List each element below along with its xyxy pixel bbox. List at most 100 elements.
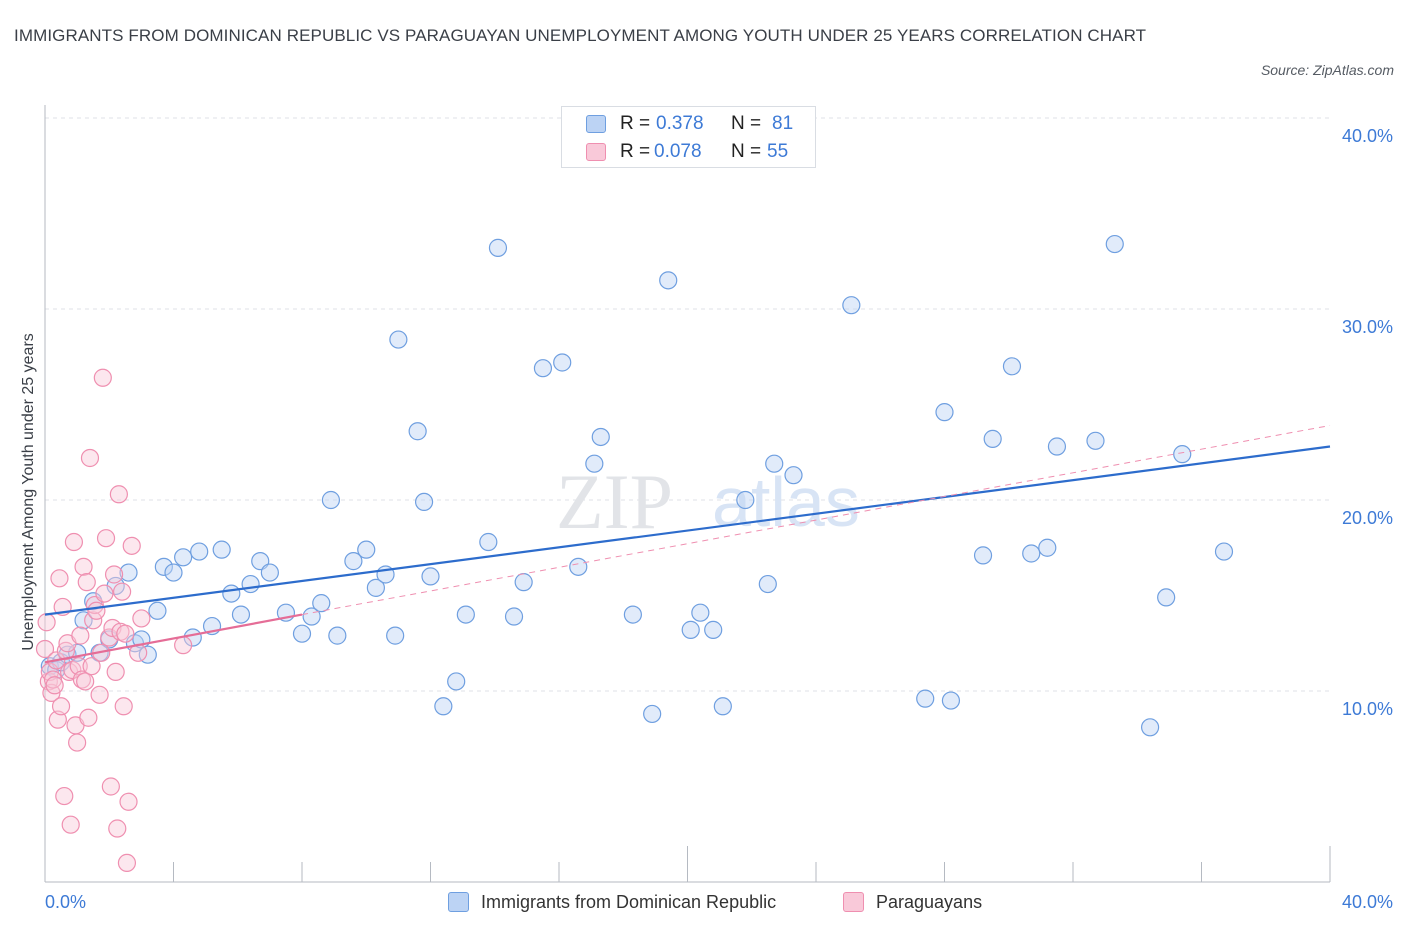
legend-swatch-pink: [586, 143, 606, 161]
watermark-zip: ZIP: [556, 458, 673, 545]
point-dominican: [1086, 431, 1105, 450]
point-dominican: [456, 605, 475, 624]
legend-label: Paraguayans: [876, 892, 983, 912]
point-dominican: [916, 689, 935, 708]
point-dominican: [659, 271, 678, 290]
point-dominican: [366, 578, 385, 597]
point-dominican: [514, 573, 533, 592]
point-dominican: [357, 540, 376, 559]
point-paraguayan: [114, 697, 133, 716]
point-paraguayan: [48, 710, 67, 729]
point-dominican: [1214, 542, 1234, 561]
point-paraguayan: [93, 368, 112, 387]
point-paraguayan: [61, 815, 80, 834]
point-dominican: [842, 296, 861, 315]
tick-labels: 10.0% 20.0% 30.0% 40.0% 0.0% 40.0%: [45, 126, 1393, 912]
point-dominican: [1140, 718, 1160, 737]
point-dominican: [504, 607, 524, 626]
point-dominican: [164, 563, 183, 582]
point-paraguayan: [90, 685, 109, 704]
point-dominican: [784, 466, 803, 485]
legend-n-label: N =: [731, 113, 762, 134]
point-dominican: [973, 546, 993, 565]
point-paraguayan: [116, 624, 135, 643]
point-paraguayan: [55, 786, 74, 806]
point-dominican: [408, 422, 427, 441]
point-dominican: [241, 574, 260, 594]
point-paraguayan: [50, 569, 69, 588]
point-dominican: [983, 429, 1002, 448]
point-paraguayan: [77, 573, 96, 592]
y-axis-label: Unemployment Among Youth under 25 years: [20, 333, 37, 651]
point-dominican: [154, 557, 173, 576]
point-dominican: [1105, 234, 1124, 254]
x-tick-label: 40.0%: [1342, 892, 1393, 912]
legend-swatch-blue: [586, 115, 606, 133]
point-dominican: [681, 620, 700, 639]
point-dominican: [765, 454, 784, 473]
point-dominican: [488, 238, 508, 257]
legend-swatch-pink: [843, 892, 864, 912]
point-dominican: [321, 490, 341, 510]
trend-line-dominican: [44, 445, 1331, 616]
point-paraguayan: [72, 670, 92, 689]
data-points: [35, 234, 1234, 873]
y-tick-label: 40.0%: [1342, 126, 1393, 146]
point-paraguayan: [106, 662, 125, 682]
point-dominican: [447, 672, 466, 691]
legend-r-label: R =: [620, 141, 651, 162]
point-dominican: [344, 552, 363, 571]
point-dominican: [414, 492, 434, 512]
point-paraguayan: [96, 529, 116, 548]
point-dominican: [1002, 357, 1022, 376]
point-dominican: [1173, 445, 1192, 464]
point-paraguayan: [84, 611, 103, 630]
point-dominican: [713, 697, 732, 716]
point-paraguayan: [119, 792, 138, 811]
point-paraguayan: [64, 532, 84, 552]
gridlines: [45, 117, 1330, 692]
legend-n-value: 81: [772, 113, 794, 134]
point-dominican: [231, 605, 251, 624]
point-dominican: [74, 611, 93, 630]
trend-lines: [44, 425, 1331, 664]
point-paraguayan: [104, 565, 124, 584]
point-dominican: [328, 626, 347, 645]
point-dominican: [421, 567, 440, 586]
point-dominican: [222, 584, 241, 603]
axes: [44, 105, 1331, 883]
point-dominican: [1038, 538, 1057, 557]
point-dominican: [174, 548, 193, 567]
point-dominican: [704, 620, 723, 639]
point-dominican: [479, 532, 498, 552]
point-dominican: [585, 454, 604, 473]
point-paraguayan: [101, 777, 120, 796]
point-dominican: [1047, 437, 1067, 456]
point-dominican: [119, 563, 138, 582]
point-dominican: [292, 624, 312, 643]
point-paraguayan: [174, 636, 193, 655]
point-dominican: [260, 563, 279, 582]
point-dominican: [212, 540, 231, 559]
point-paraguayan: [122, 536, 141, 555]
point-dominican: [691, 603, 710, 622]
point-paraguayan: [82, 657, 101, 676]
point-dominican: [623, 605, 642, 624]
point-paraguayan: [37, 613, 56, 632]
legend-r-value: 0.078: [654, 141, 702, 162]
point-dominican: [190, 542, 209, 561]
point-dominican: [591, 427, 610, 447]
point-paraguayan: [108, 819, 127, 838]
point-dominican: [553, 353, 572, 372]
y-tick-label: 30.0%: [1342, 317, 1393, 337]
legend-n-label: N =: [731, 141, 762, 162]
point-paraguayan: [68, 733, 87, 752]
point-dominican: [736, 490, 755, 510]
point-paraguayan: [74, 557, 93, 576]
point-paraguayan: [80, 448, 100, 468]
point-dominican: [569, 557, 588, 576]
legend-r-label: R =: [620, 113, 651, 134]
point-paraguayan: [35, 639, 55, 659]
trend-extension-paraguayan: [301, 425, 1331, 616]
